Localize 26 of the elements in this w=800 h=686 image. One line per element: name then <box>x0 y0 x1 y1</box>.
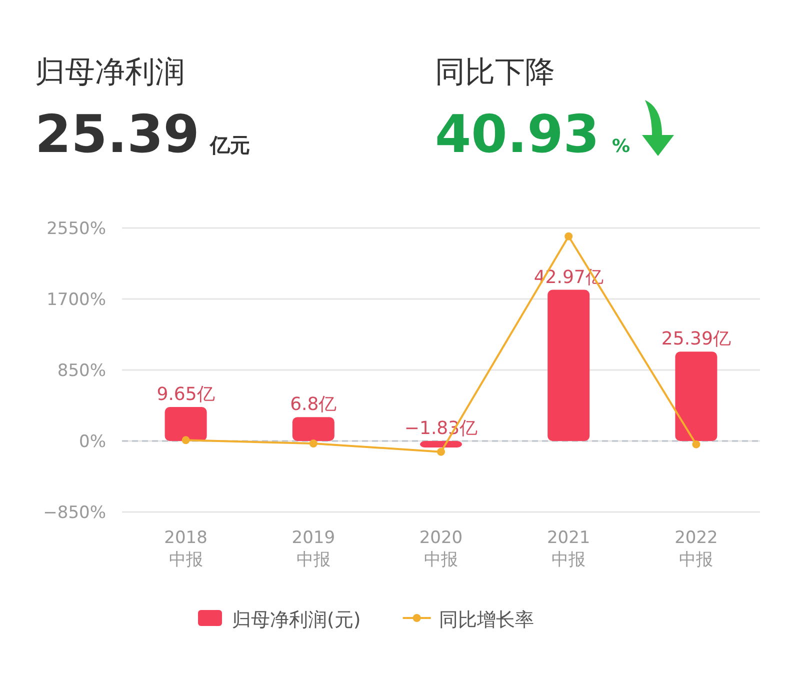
y-tick-label: 1700% <box>46 290 106 310</box>
text: 亿元 <box>209 133 250 157</box>
y-tick-label: −850% <box>43 503 106 523</box>
data-label: 25.39亿 <box>661 328 731 350</box>
data-label: 9.65亿 <box>156 384 215 406</box>
point <box>692 440 700 448</box>
x-tick-label: 2020 中报 <box>419 528 463 570</box>
legend-label: 同比增长率 <box>438 609 534 631</box>
data-label: 6.8亿 <box>290 394 337 416</box>
text: 40.93 <box>435 105 600 165</box>
y-tick-label: 850% <box>57 361 106 381</box>
text: 同比下降 <box>435 55 555 90</box>
y-tick-label: 2550% <box>46 219 106 239</box>
point <box>564 232 573 240</box>
y-tick-label: 0% <box>79 432 106 452</box>
point <box>182 436 190 444</box>
x-tick-label: 2021 中报 <box>546 528 590 570</box>
x-tick-label: 2022 中报 <box>674 528 718 570</box>
x-tick-label: 2018 中报 <box>164 528 208 570</box>
text: % <box>612 136 630 157</box>
x-tick-label: 2019 中报 <box>292 528 336 570</box>
text: 25.39 <box>35 105 200 165</box>
point <box>437 448 445 456</box>
text: 归母净利润 <box>35 55 185 90</box>
legend-label: 归母净利润(元) <box>232 609 361 631</box>
point <box>309 440 318 448</box>
